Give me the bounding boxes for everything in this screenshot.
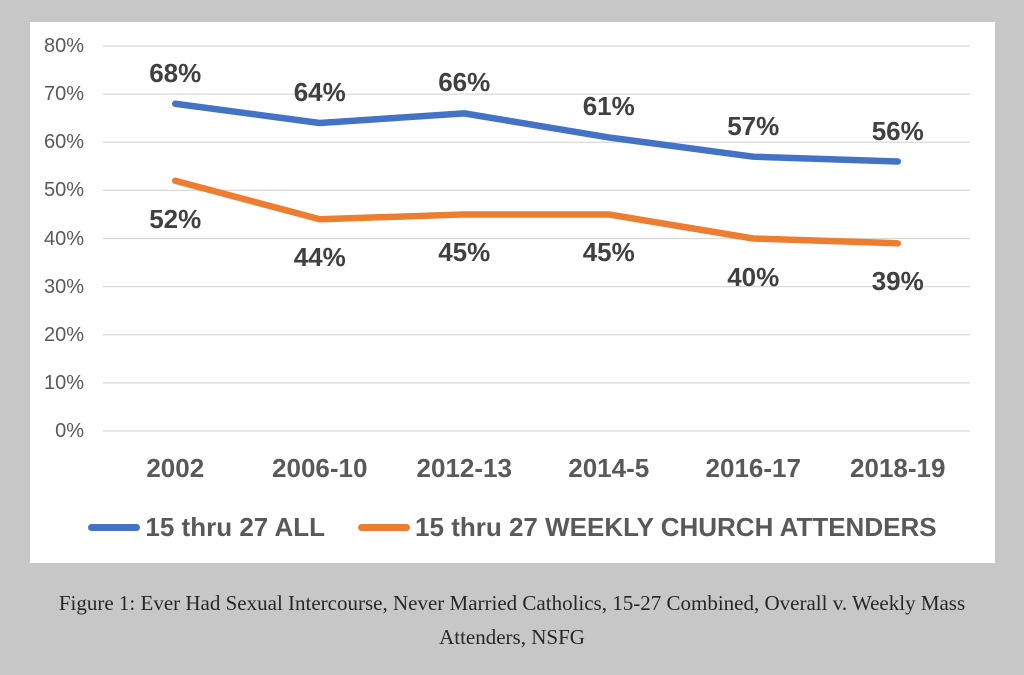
legend-label-weekly-attenders: 15 thru 27 WEEKLY CHURCH ATTENDERS [415, 512, 937, 542]
legend-swatch-orange-line [358, 523, 411, 531]
x-axis-label: 2002 [146, 453, 205, 483]
x-axis-label: 2006-10 [272, 453, 368, 483]
y-tick-label: 20% [43, 323, 84, 346]
legend-label-all: 15 thru 27 ALL [145, 512, 326, 542]
y-tick-label: 80% [43, 35, 84, 57]
data-label: 68% [149, 57, 202, 88]
line-chart-plot [103, 45, 970, 432]
figure-caption-line2: Attenders, NSFG [439, 625, 585, 649]
figure-caption-line1: Figure 1: Ever Had Sexual Intercourse, N… [58, 591, 966, 615]
data-label: 40% [727, 261, 780, 292]
y-tick-label: 50% [43, 179, 84, 202]
legend-swatch-blue-line [88, 523, 141, 531]
legend-item-all: 15 thru 27 ALL [88, 511, 325, 543]
data-label: 44% [293, 242, 346, 273]
data-label: 39% [871, 266, 924, 297]
x-axis-label: 2012-13 [416, 453, 512, 483]
legend: 15 thru 27 ALL 15 thru 27 WEEKLY CHURCH … [30, 511, 995, 543]
data-label: 56% [871, 115, 924, 146]
chart-card: 0% 10% 20% 30% 40% 50% 60% 70% 80% 2002 2006-10 20… [30, 22, 995, 563]
data-label: 52% [149, 203, 202, 234]
data-label: 61% [582, 91, 635, 122]
x-axis-label: 2018-19 [850, 453, 946, 483]
data-label: 66% [438, 67, 491, 98]
y-tick-label: 30% [43, 275, 84, 298]
series-line-1 [172, 177, 901, 247]
y-tick-label: 40% [43, 227, 84, 250]
figure-caption: Figure 1: Ever Had Sexual Intercourse, N… [0, 586, 1024, 654]
data-label: 45% [582, 237, 635, 268]
y-tick-label: 70% [43, 83, 84, 106]
x-axis-label: 2014-5 [568, 453, 650, 483]
data-label: 45% [438, 237, 491, 268]
x-axis-label: 2016-17 [705, 453, 801, 483]
y-tick-label: 10% [43, 371, 84, 394]
series-line-0 [172, 100, 901, 165]
legend-item-weekly-attenders: 15 thru 27 WEEKLY CHURCH ATTENDERS [358, 511, 937, 543]
y-tick-label: 60% [43, 131, 84, 154]
y-tick-label: 0% [55, 420, 84, 442]
data-label: 57% [727, 110, 780, 141]
data-label: 64% [293, 77, 346, 107]
